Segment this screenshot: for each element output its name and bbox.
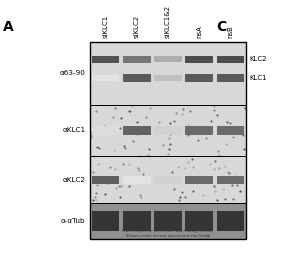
- Bar: [154, 75, 182, 81]
- Bar: [90, 42, 246, 239]
- Text: A: A: [3, 20, 14, 34]
- Bar: [185, 126, 213, 135]
- Bar: [154, 126, 182, 135]
- Text: KLC2: KLC2: [250, 56, 267, 62]
- Bar: [154, 176, 182, 184]
- Bar: [154, 211, 182, 231]
- Text: C: C: [216, 20, 226, 34]
- Bar: [217, 211, 244, 231]
- Bar: [217, 56, 244, 63]
- Bar: [90, 156, 246, 204]
- Bar: [154, 56, 182, 62]
- Text: nsB: nsB: [227, 25, 233, 38]
- Bar: [185, 211, 213, 231]
- Text: nsA: nsA: [196, 25, 202, 38]
- Text: KLC1: KLC1: [250, 75, 267, 81]
- Bar: [217, 176, 244, 184]
- Text: siKLC1: siKLC1: [103, 15, 109, 38]
- Text: α63-90: α63-90: [60, 70, 86, 76]
- Bar: [123, 56, 151, 63]
- Bar: [92, 75, 119, 81]
- Bar: [123, 126, 151, 135]
- Text: From Carpenter DC, et al. PLoS Pathog (2015).
Shown under license agreement via : From Carpenter DC, et al. PLoS Pathog (2…: [122, 229, 214, 238]
- Bar: [92, 211, 119, 231]
- Bar: [123, 176, 151, 184]
- Text: αKLC1: αKLC1: [62, 127, 86, 133]
- Text: siKLC2: siKLC2: [134, 15, 140, 38]
- Bar: [90, 105, 246, 156]
- Bar: [90, 42, 246, 105]
- Text: α-αTub: α-αTub: [61, 218, 86, 224]
- Bar: [92, 56, 119, 63]
- Bar: [185, 176, 213, 184]
- Bar: [217, 74, 244, 82]
- Bar: [90, 204, 246, 239]
- Bar: [217, 126, 244, 135]
- Text: siKLC1&2: siKLC1&2: [165, 5, 171, 38]
- Bar: [92, 176, 119, 184]
- Bar: [185, 56, 213, 63]
- Bar: [123, 74, 151, 82]
- Bar: [123, 211, 151, 231]
- Bar: [185, 74, 213, 82]
- Bar: [92, 126, 119, 135]
- Text: αKLC2: αKLC2: [62, 177, 86, 183]
